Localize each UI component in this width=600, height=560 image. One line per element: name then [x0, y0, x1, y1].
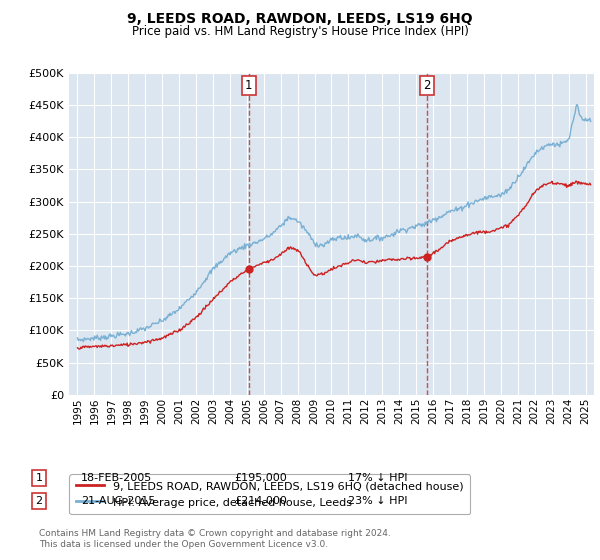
Text: 2: 2	[423, 79, 431, 92]
Text: 17% ↓ HPI: 17% ↓ HPI	[348, 473, 407, 483]
Text: 21-AUG-2015: 21-AUG-2015	[81, 496, 155, 506]
Text: 18-FEB-2005: 18-FEB-2005	[81, 473, 152, 483]
Text: 1: 1	[245, 79, 253, 92]
Text: 1: 1	[35, 473, 43, 483]
Text: Price paid vs. HM Land Registry's House Price Index (HPI): Price paid vs. HM Land Registry's House …	[131, 25, 469, 38]
Text: £195,000: £195,000	[234, 473, 287, 483]
Text: 23% ↓ HPI: 23% ↓ HPI	[348, 496, 407, 506]
Text: Contains HM Land Registry data © Crown copyright and database right 2024.
This d: Contains HM Land Registry data © Crown c…	[39, 529, 391, 549]
Text: 9, LEEDS ROAD, RAWDON, LEEDS, LS19 6HQ: 9, LEEDS ROAD, RAWDON, LEEDS, LS19 6HQ	[127, 12, 473, 26]
Text: £214,000: £214,000	[234, 496, 287, 506]
Text: 2: 2	[35, 496, 43, 506]
Legend: 9, LEEDS ROAD, RAWDON, LEEDS, LS19 6HQ (detached house), HPI: Average price, det: 9, LEEDS ROAD, RAWDON, LEEDS, LS19 6HQ (…	[70, 474, 470, 514]
